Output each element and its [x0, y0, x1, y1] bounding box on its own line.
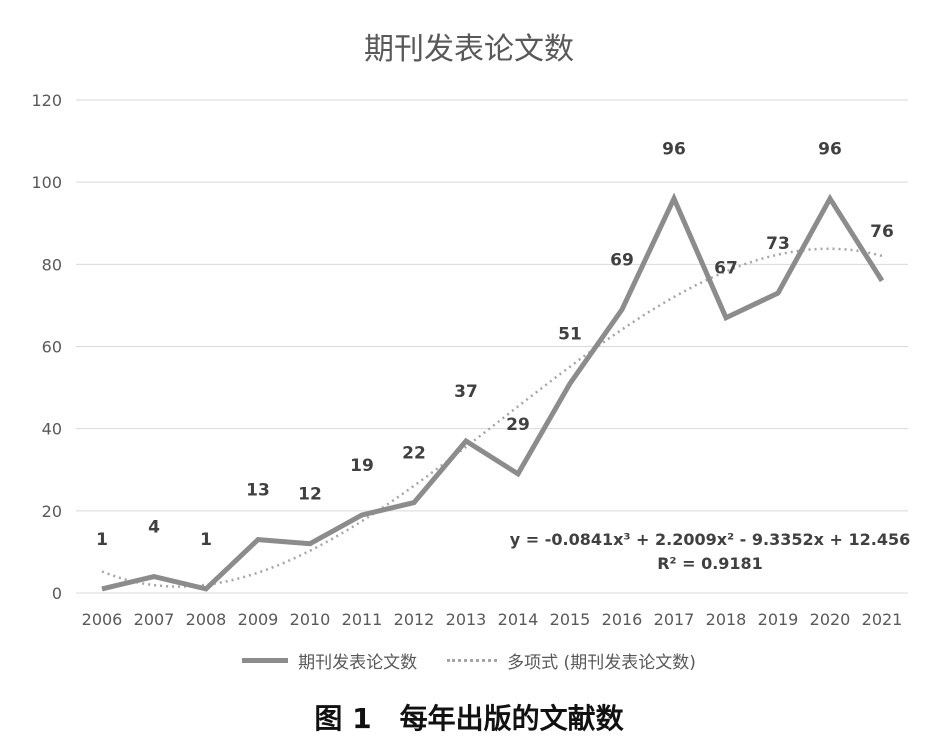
- data-label: 29: [506, 415, 530, 435]
- legend-item-series: 期刊发表论文数: [242, 648, 417, 673]
- x-tick-label: 2018: [706, 610, 747, 629]
- x-tick-label: 2010: [290, 610, 331, 629]
- data-label: 1: [200, 530, 212, 550]
- data-label: 13: [246, 481, 270, 501]
- trendline-equation: y = -0.0841x³ + 2.2009x² - 9.3352x + 12.…: [510, 530, 910, 549]
- x-tick-label: 2008: [186, 610, 227, 629]
- x-tick-label: 2006: [82, 610, 123, 629]
- legend-label-trend: 多项式 (期刊发表论文数): [507, 653, 696, 673]
- x-tick-label: 2012: [394, 610, 435, 629]
- x-tick-label: 2020: [810, 610, 851, 629]
- y-tick-label: 40: [42, 420, 62, 439]
- y-tick-label: 120: [31, 91, 62, 110]
- data-label: 4: [148, 518, 160, 538]
- trendline-r-squared: R² = 0.9181: [657, 554, 763, 573]
- y-tick-label: 80: [42, 255, 62, 274]
- y-tick-label: 60: [42, 338, 62, 357]
- trendline: [101, 247, 883, 588]
- data-label: 76: [870, 222, 894, 242]
- data-label: 69: [610, 251, 634, 271]
- x-tick-label: 2011: [342, 610, 383, 629]
- x-axis-ticks: 2006 2007 2008 2009 2010 2011 2012 2013 2014 2015…: [82, 610, 903, 629]
- x-tick-label: 2015: [550, 610, 591, 629]
- legend: 期刊发表论文数 多项式 (期刊发表论文数): [0, 648, 938, 673]
- y-tick-label: 0: [52, 584, 62, 603]
- x-tick-label: 2013: [446, 610, 487, 629]
- series-line: [101, 192, 885, 592]
- x-tick-label: 2016: [602, 610, 643, 629]
- data-label: 96: [818, 140, 842, 160]
- data-labels: 1 4 1 13 12 19 22 37 29 51 69 96 67 73 96 76: [96, 140, 894, 550]
- legend-label-series: 期刊发表论文数: [298, 653, 418, 673]
- data-label: 19: [350, 456, 374, 476]
- figure-caption: 图 1 每年出版的文献数: [314, 702, 624, 735]
- data-label: 37: [454, 382, 478, 402]
- chart-title: 期刊发表论文数: [364, 32, 574, 67]
- x-tick-label: 2014: [498, 610, 539, 629]
- y-tick-label: 100: [31, 173, 62, 192]
- data-label: 67: [714, 259, 738, 279]
- legend-swatch-series: [242, 658, 289, 663]
- x-tick-label: 2009: [238, 610, 279, 629]
- y-axis-ticks: 0 20 40 60 80 100 120: [31, 91, 62, 603]
- data-label: 22: [402, 444, 426, 464]
- chart-plot: 0 20 40 60 80 100 120 2006 2007 2008 2009 2010 2011…: [31, 91, 910, 629]
- x-tick-label: 2017: [654, 610, 695, 629]
- data-label: 73: [766, 234, 790, 254]
- x-tick-label: 2021: [862, 610, 903, 629]
- y-tick-label: 20: [42, 502, 62, 521]
- gridlines: [76, 99, 908, 594]
- data-label: 51: [558, 324, 582, 344]
- x-tick-label: 2019: [758, 610, 799, 629]
- legend-swatch-trend: [447, 659, 498, 662]
- x-tick-label: 2007: [134, 610, 175, 629]
- legend-item-trend: 多项式 (期刊发表论文数): [447, 648, 696, 673]
- data-label: 12: [298, 485, 322, 505]
- data-label: 1: [96, 530, 108, 550]
- data-label: 96: [662, 140, 686, 160]
